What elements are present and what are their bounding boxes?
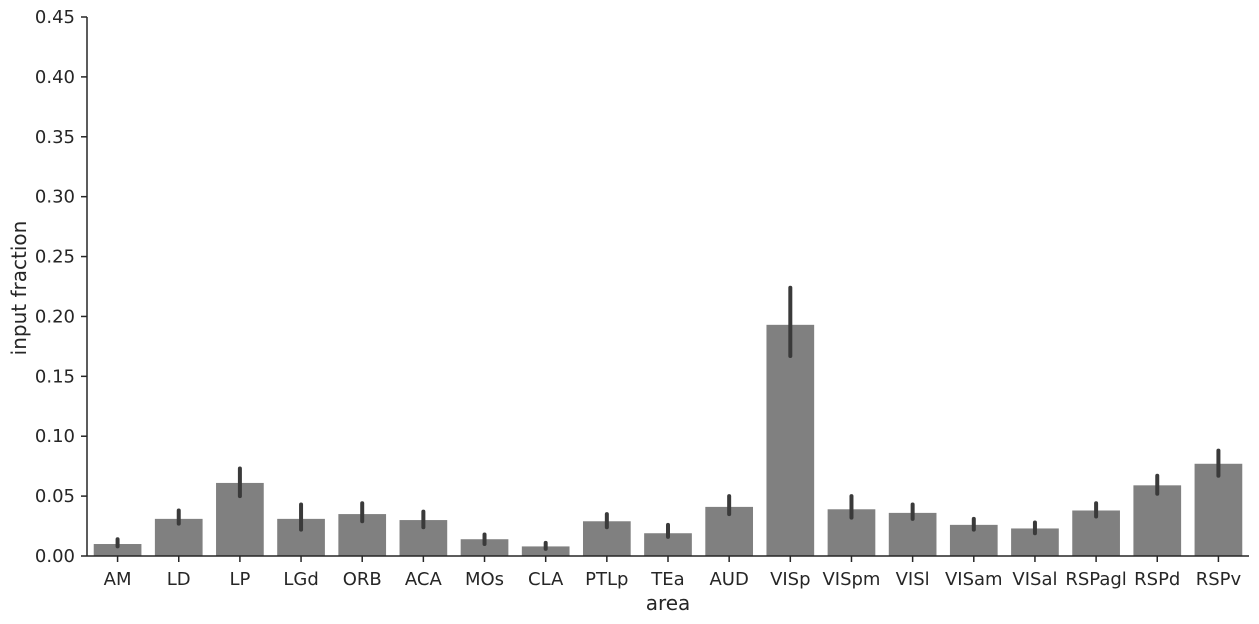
- bar-tea: [644, 533, 692, 556]
- x-tick-label: LGd: [283, 569, 318, 590]
- bar-visp: [766, 324, 815, 556]
- x-axis-title: area: [646, 591, 691, 615]
- x-tick-label: ACA: [405, 569, 443, 590]
- x-tick-label: RSPd: [1134, 569, 1180, 590]
- x-tick-label: VISam: [945, 569, 1003, 590]
- x-tick-label: MOs: [465, 569, 504, 590]
- y-tick-label: 0.10: [35, 426, 75, 447]
- y-tick-label: 0.00: [35, 546, 75, 567]
- bar-cla: [521, 546, 570, 556]
- y-tick-label: 0.40: [35, 67, 75, 88]
- x-tick-label: RSPagl: [1065, 569, 1126, 590]
- y-tick-label: 0.25: [35, 247, 75, 268]
- error-bars: [115, 285, 1221, 551]
- bar-am: [93, 544, 142, 556]
- y-tick-label: 0.35: [35, 127, 75, 148]
- x-tick-label: LD: [167, 569, 191, 590]
- x-tick-label: VISpm: [822, 569, 880, 590]
- y-tick-label: 0.30: [35, 187, 75, 208]
- y-tick-label: 0.45: [35, 7, 75, 28]
- x-tick-label: RSPv: [1196, 569, 1242, 590]
- x-tick-label: VISal: [1012, 569, 1057, 590]
- x-tick-label: VISp: [770, 569, 810, 590]
- y-tick-label: 0.05: [35, 486, 75, 507]
- x-tick-label: PTLp: [585, 569, 628, 590]
- x-tick-label: AUD: [709, 569, 748, 590]
- bar-mos: [460, 539, 509, 556]
- x-tick-label: CLA: [528, 569, 564, 590]
- y-tick-label: 0.20: [35, 306, 75, 327]
- x-axis: AM LD LP LGd ORB ACA MOs CLA PTLp TEa AUD VISp VISpm…: [87, 555, 1249, 590]
- bar-rspv: [1194, 463, 1243, 556]
- x-tick-label: TEa: [650, 569, 684, 590]
- x-tick-label: LP: [229, 569, 250, 590]
- bar-rspd: [1133, 485, 1182, 556]
- x-tick-label: AM: [104, 569, 132, 590]
- bars: [93, 324, 1243, 556]
- x-tick-label: ORB: [343, 569, 382, 590]
- y-axis: 0.00 0.05 0.10 0.15 0.20 0.25 0.30 0.35 0.40 0.45: [35, 7, 88, 567]
- x-tick-label: VISl: [896, 569, 930, 590]
- y-axis-title: input fraction: [7, 221, 31, 356]
- y-tick-label: 0.15: [35, 366, 75, 387]
